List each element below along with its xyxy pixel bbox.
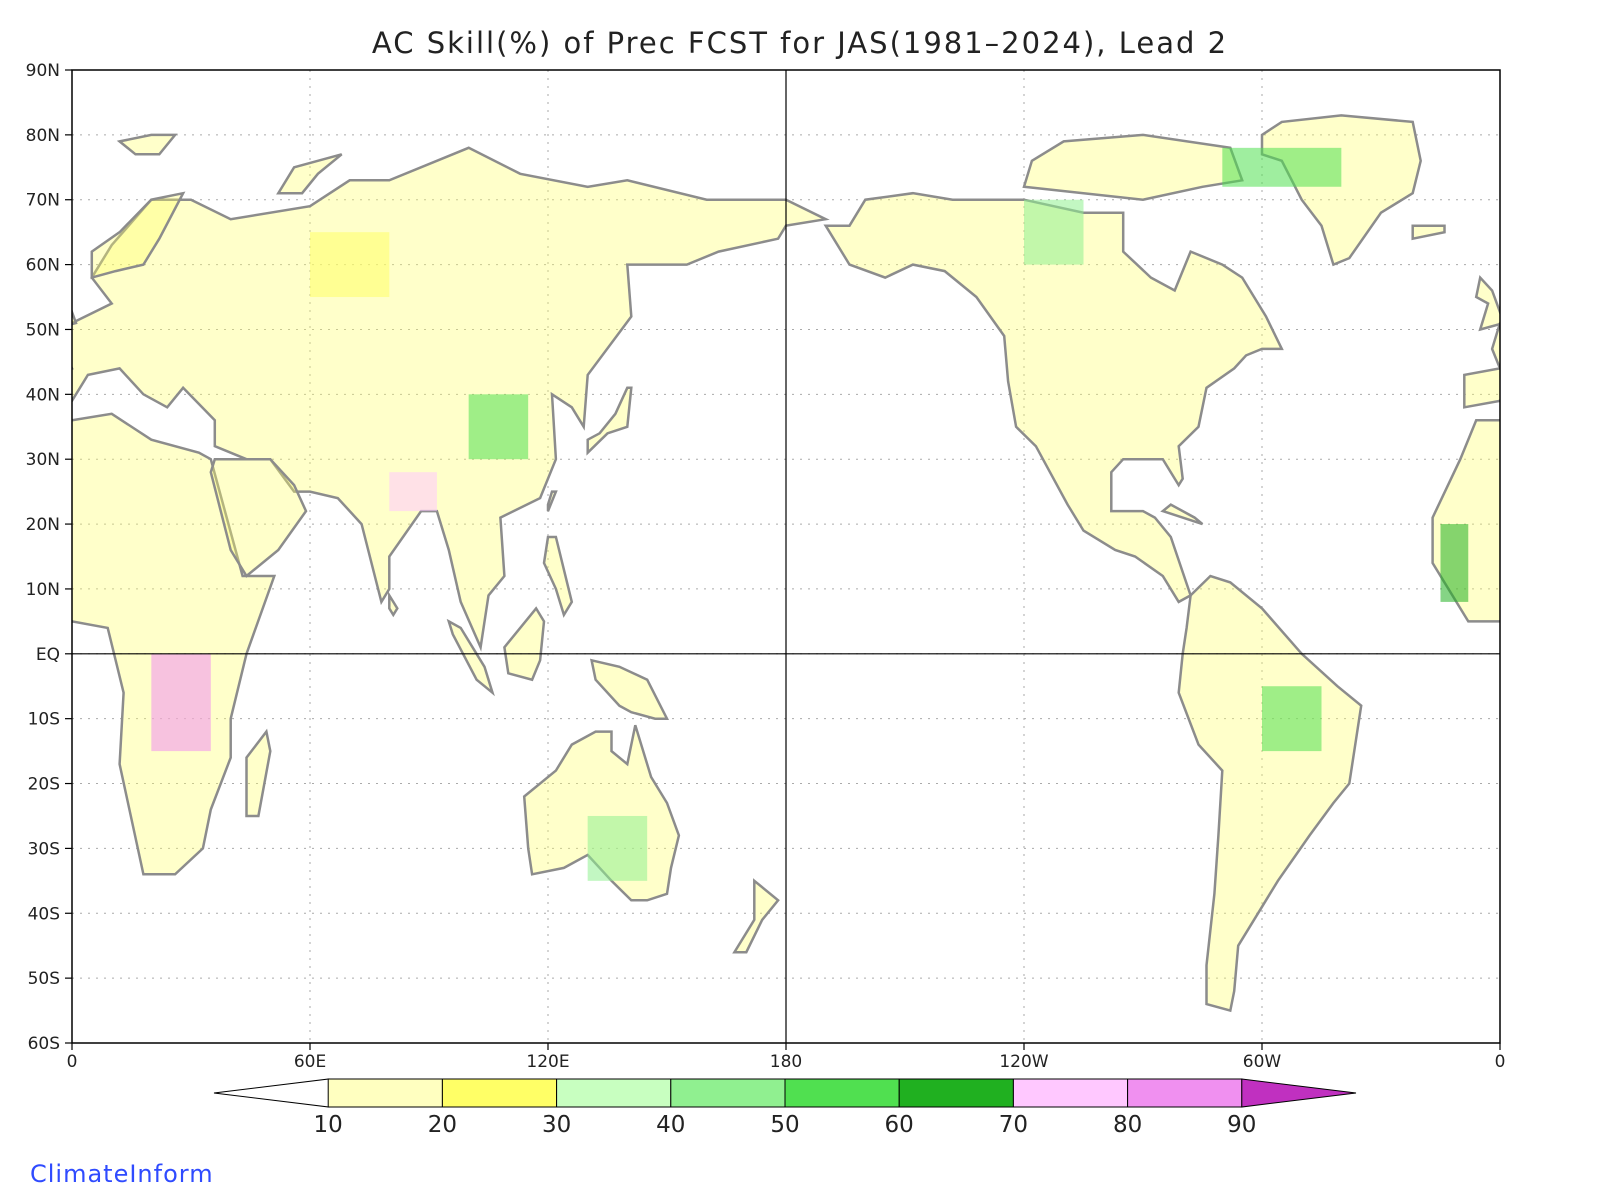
skill-patch xyxy=(151,653,211,752)
land-masses xyxy=(0,114,1500,1013)
lat-label: 50N xyxy=(26,320,60,340)
skill-patch xyxy=(1024,199,1084,265)
land-uk xyxy=(1474,274,1500,332)
lon-label: 120W xyxy=(999,1052,1048,1072)
lat-label: 20S xyxy=(28,775,60,795)
legend-tick-label: 50 xyxy=(770,1112,799,1138)
latitude-labels: 90N 80N 70N 60N 50N 40N 30N 20N 10N EQ 10S 20S 30S 40… xyxy=(26,61,72,1054)
land-sri-lanka xyxy=(388,590,399,618)
reference-lines xyxy=(72,70,1500,1043)
lon-label: 180 xyxy=(770,1052,802,1072)
land-africa xyxy=(72,412,277,876)
lat-label: 50S xyxy=(28,969,60,989)
lat-label: 60S xyxy=(28,1034,60,1054)
land-cuba xyxy=(1160,503,1204,526)
lat-label: 20N xyxy=(26,515,60,535)
skill-patch xyxy=(1222,147,1342,187)
lon-label: 60E xyxy=(294,1052,326,1072)
legend-swatch xyxy=(556,1078,672,1108)
land-madagascar xyxy=(245,728,272,818)
land-sumatra xyxy=(446,618,495,697)
skill-patch xyxy=(310,232,390,298)
land-europe-asia xyxy=(1463,321,1500,409)
lat-label: EQ xyxy=(36,645,60,665)
lat-label: 40N xyxy=(26,385,60,405)
lon-label: 120E xyxy=(526,1052,569,1072)
land-north-america xyxy=(823,191,1284,604)
legend-tick-label: 80 xyxy=(1113,1112,1142,1138)
color-legend: 10 20 30 40 50 60 70 80 90 xyxy=(213,1078,1357,1138)
map-title: AC Skill(%) of Prec FCST for JAS(1981–20… xyxy=(371,26,1229,60)
land-novaya-zemlya xyxy=(276,153,343,195)
skill-patch xyxy=(389,472,437,512)
lon-label: 0 xyxy=(67,1052,78,1072)
credit-label: ClimateInform xyxy=(30,1160,214,1188)
legend-swatch-gt90 xyxy=(1241,1078,1357,1108)
skill-patch xyxy=(587,815,648,881)
lon-label: 60W xyxy=(1243,1052,1282,1072)
lat-label: 70N xyxy=(26,191,60,211)
legend-swatch xyxy=(784,1078,900,1108)
land-europe-asia xyxy=(72,146,830,652)
land-canadian-arctic xyxy=(1022,133,1244,201)
legend-swatch xyxy=(441,1078,558,1108)
skill-patch xyxy=(1262,686,1322,752)
land-new-zealand xyxy=(732,878,780,954)
land-iceland xyxy=(1411,224,1446,241)
lat-label: 40S xyxy=(28,904,60,924)
land-svalbard xyxy=(116,133,178,156)
lat-label: 10S xyxy=(28,710,60,730)
longitude-labels: 0 60E 120E 180 120W 60W 0 xyxy=(67,1043,1506,1072)
lat-label: 90N xyxy=(26,61,60,81)
lat-label: 30N xyxy=(26,450,60,470)
lat-label: 30S xyxy=(28,839,60,859)
land-new-guinea xyxy=(589,658,670,720)
legend-tick-label: 30 xyxy=(542,1112,571,1138)
legend-tick-label: 60 xyxy=(885,1112,914,1138)
lat-label: 10N xyxy=(26,580,60,600)
legend-tick-label: 20 xyxy=(428,1112,457,1138)
lat-label: 80N xyxy=(26,126,60,146)
legend-swatch xyxy=(1127,1078,1243,1108)
lat-label: 60N xyxy=(26,256,60,276)
legend-swatch xyxy=(1012,1078,1129,1108)
legend-swatch xyxy=(327,1078,443,1108)
land-uk xyxy=(72,308,78,326)
skill-patch xyxy=(1440,524,1469,602)
skill-patch xyxy=(468,394,529,460)
land-japan xyxy=(586,386,633,456)
legend-swatch xyxy=(898,1078,1014,1108)
legend-tick-label: 70 xyxy=(999,1112,1028,1138)
land-arabia xyxy=(209,457,308,578)
legend-tick-label: 40 xyxy=(656,1112,685,1138)
land-indonesia-borneo xyxy=(503,606,546,682)
land-taiwan xyxy=(546,490,558,512)
legend-tick-label: 10 xyxy=(314,1112,343,1138)
land-iceland xyxy=(0,226,16,239)
land-philippines xyxy=(542,535,574,618)
legend-swatch xyxy=(670,1078,786,1108)
land-scandinavia xyxy=(90,191,186,280)
lon-label: 0 xyxy=(1495,1052,1506,1072)
legend-tick-label: 90 xyxy=(1227,1112,1256,1138)
legend-swatch-lt10 xyxy=(213,1078,330,1108)
